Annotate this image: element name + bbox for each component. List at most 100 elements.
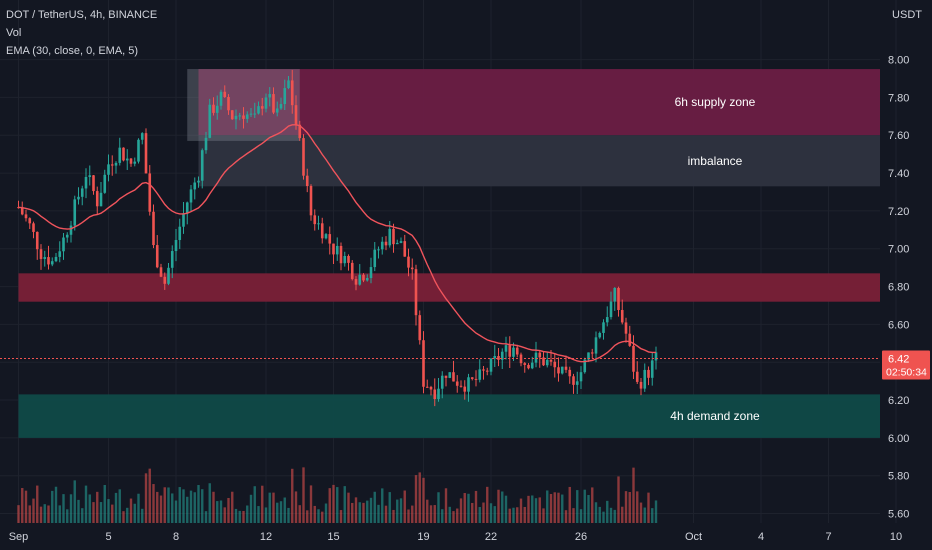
volume-bar (561, 494, 564, 523)
candle-body (392, 228, 395, 245)
volume-bar (493, 506, 496, 523)
candle-body (347, 255, 350, 263)
candle-body (354, 279, 358, 285)
candle-body (328, 234, 332, 244)
volume-bar (463, 493, 466, 523)
price-axis: 8.007.807.607.407.207.006.806.606.406.20… (888, 55, 909, 521)
volume-bar (429, 505, 433, 523)
volume-bar (373, 491, 376, 523)
candle-body (545, 359, 549, 366)
candle-body (388, 228, 392, 246)
volume-bar (624, 491, 628, 523)
volume-bar (538, 497, 541, 523)
volume-bar (171, 493, 174, 523)
candle-body (478, 369, 482, 380)
candle-body (489, 358, 493, 372)
candle-body (605, 317, 609, 323)
candle-body (500, 351, 504, 360)
volume-bar (564, 510, 568, 523)
candle-body (444, 375, 448, 378)
candle-body (380, 241, 384, 250)
volume-bar (212, 491, 215, 523)
volume-bar (324, 503, 328, 523)
ema-indicator-label[interactable]: EMA (30, close, 0, EMA, 5) (6, 45, 139, 57)
x-tick-label: 19 (417, 531, 429, 543)
candle-body (598, 332, 602, 338)
candle-body (32, 223, 35, 232)
candle-body (452, 372, 455, 382)
candle-body (43, 257, 47, 259)
volume-bar (519, 498, 523, 523)
candle-body (268, 94, 272, 98)
candle-body (242, 115, 245, 119)
candle-body (587, 352, 590, 360)
volume-bar (189, 490, 193, 523)
candle-body (215, 105, 219, 113)
candle-body (88, 175, 92, 177)
x-tick-label: 4 (758, 531, 764, 543)
volume-bar (396, 499, 399, 523)
candle-body (234, 115, 238, 120)
volume-indicator-label[interactable]: Vol (6, 27, 22, 39)
candle-body (448, 372, 452, 378)
candle-body (103, 174, 107, 193)
volume-bar (351, 502, 354, 523)
volume-bar (418, 472, 421, 523)
y-tick-label: 7.40 (888, 168, 909, 180)
candle-body (163, 276, 167, 284)
candle-body (200, 150, 204, 181)
candle-body (358, 274, 362, 285)
candle-body (493, 355, 497, 359)
candle-body (264, 97, 268, 109)
volume-bar (137, 493, 140, 523)
candle-body (95, 191, 99, 207)
candle-body (429, 386, 433, 390)
volume-bar (478, 507, 481, 523)
volume-bar (617, 476, 620, 523)
volume-bar (21, 488, 24, 523)
volume-bar (159, 495, 163, 523)
volume-bar (549, 493, 553, 523)
candle-body (305, 175, 309, 187)
volume-bar (114, 492, 118, 523)
volume-bar (452, 511, 455, 523)
candle-body (365, 278, 369, 281)
candle-body (189, 189, 193, 203)
volume-bar (632, 467, 635, 523)
candle-body (152, 211, 155, 246)
candle-body (515, 347, 519, 355)
candle-body (350, 262, 354, 280)
zone-labels: 6h supply zone imbalance 4h demand zone (670, 95, 760, 423)
volume-bar (253, 486, 256, 523)
candle-body (182, 213, 185, 227)
volume-bar (28, 505, 31, 523)
volume-bar (32, 498, 35, 523)
candle-body (628, 333, 632, 346)
x-tick-label: 15 (327, 531, 339, 543)
volume-bar (99, 502, 103, 523)
volume-bar (572, 508, 575, 523)
volume-bar (336, 487, 339, 523)
symbol-title[interactable]: DOT / TetherUS, 4h, BINANCE (6, 9, 158, 21)
candle-body (275, 108, 279, 113)
volume-bar (208, 483, 211, 523)
candle-body (560, 366, 564, 374)
volume-bar (103, 485, 106, 523)
time-axis: Sep 5 8 12 15 19 22 26 Oct 4 7 10 (9, 531, 902, 543)
volume-bar (643, 507, 646, 523)
y-tick-label: 7.20 (888, 206, 909, 218)
candle-body (208, 104, 212, 138)
candle-body (579, 372, 583, 382)
candle-body (647, 369, 650, 378)
volume-bar (58, 505, 61, 523)
candle-body (373, 249, 377, 268)
candle-body (485, 370, 489, 372)
volume-bar (231, 491, 234, 523)
candle-body (62, 237, 65, 252)
volume-bar (504, 495, 508, 523)
volume-bar (298, 505, 301, 523)
candle-body (47, 257, 50, 265)
volume-bar (84, 485, 88, 523)
candle-body (482, 369, 485, 371)
